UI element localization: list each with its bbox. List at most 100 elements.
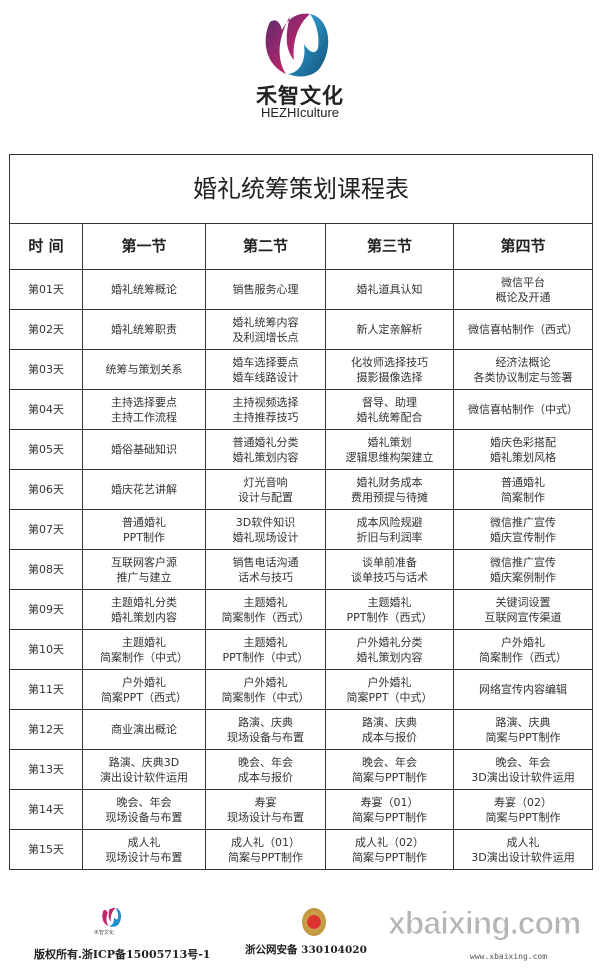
table-row: 第03天 统筹与策划关系 婚车选择要点 婚车线路设计 化妆师选择技巧 摄影摄像选择 经济… [9, 349, 594, 390]
column-header: 第二节 [205, 223, 326, 270]
column-header: 第一节 [82, 223, 206, 270]
copyright-text: 版权所有.浙ICP备15005713号-1 [34, 948, 211, 961]
day-cell: 第07天 [9, 509, 83, 550]
lesson-cell: 普通婚礼分类 婚礼策划内容 [205, 429, 326, 470]
lesson-cell: 微信推广宣传 婚庆宣传制作 [452, 509, 594, 550]
day-cell: 第04天 [9, 389, 83, 430]
lesson-cell: 路演、庆典 简案与PPT制作 [452, 709, 594, 750]
lesson-cell: 主题婚礼 简案制作（西式） [205, 589, 326, 630]
lesson-cell: 成人礼（01） 简案与PPT制作 [205, 829, 326, 870]
lesson-cell: 成人礼 3D演出设计软件运用 [452, 829, 594, 870]
footer: 禾智文化 版权所有.浙ICP备15005713号-1 浙公网安备 3301040… [0, 900, 600, 972]
day-cell: 第08天 [9, 549, 83, 590]
lesson-cell: 婚庆色彩搭配 婚礼策划风格 [452, 429, 594, 470]
hezhi-logo-icon [265, 13, 329, 77]
lesson-cell: 成本风险规避 折旧与利润率 [325, 509, 454, 550]
course-schedule-table: 婚礼统筹策划课程表 时 间第一节 第二节 第三节 第四节 第01天 婚礼统筹概论 销售服务… [8, 154, 594, 870]
lesson-cell: 3D软件知识 婚礼现场设计 [205, 509, 326, 550]
lesson-cell: 路演、庆典3D 演出设计软件运用 [82, 749, 206, 790]
lesson-cell: 统筹与策划关系 [82, 349, 206, 390]
table-row: 第13天 路演、庆典3D 演出设计软件运用 晚会、年会 成本与报价 晚会、年会 简案与… [9, 749, 594, 790]
lesson-cell: 婚礼道具认知 [325, 269, 454, 310]
lesson-cell: 主题婚礼 简案制作（中式） [82, 629, 206, 670]
watermark-url: www.xbaixing.com [470, 952, 548, 961]
table-row: 第07天 普通婚礼 PPT制作 3D软件知识 婚礼现场设计 成本风险规避 折旧与利润率… [9, 509, 594, 550]
lesson-cell: 主题婚礼 PPT制作（中式） [205, 629, 326, 670]
lesson-cell: 婚庆花艺讲解 [82, 469, 206, 510]
lesson-cell: 晚会、年会 成本与报价 [205, 749, 326, 790]
footer-logo-icon [102, 907, 122, 927]
lesson-cell: 婚礼统筹概论 [82, 269, 206, 310]
lesson-cell: 路演、庆典 现场设备与布置 [205, 709, 326, 750]
lesson-cell: 互联网客户源 推广与建立 [82, 549, 206, 590]
lesson-cell: 寿宴（01） 简案与PPT制作 [325, 789, 454, 830]
table-row: 第04天 主持选择要点 主持工作流程 主持视频选择 主持推荐技巧 督导、助理 婚礼统筹… [9, 389, 594, 430]
lesson-cell: 主持视频选择 主持推荐技巧 [205, 389, 326, 430]
lesson-cell: 寿宴（02） 简案与PPT制作 [452, 789, 594, 830]
watermark: xbaixing.com [388, 905, 582, 942]
lesson-cell: 主持选择要点 主持工作流程 [82, 389, 206, 430]
lesson-cell: 成人礼（02） 简案与PPT制作 [325, 829, 454, 870]
lesson-cell: 微信喜帖制作（西式） [452, 309, 594, 350]
header-row: 时 间第一节 第二节 第三节 第四节 [9, 223, 594, 270]
column-header: 第三节 [325, 223, 454, 270]
table-row: 第05天 婚俗基础知识 普通婚礼分类 婚礼策划内容 婚礼策划 逻辑思维构架建立 婚庆色彩… [9, 429, 594, 470]
lesson-cell: 晚会、年会 现场设备与布置 [82, 789, 206, 830]
lesson-cell: 网络宣传内容编辑 [452, 669, 594, 710]
lesson-cell: 微信推广宣传 婚庆案例制作 [452, 549, 594, 590]
lesson-cell: 晚会、年会 简案与PPT制作 [325, 749, 454, 790]
lesson-cell: 商业演出概论 [82, 709, 206, 750]
lesson-cell: 销售服务心理 [205, 269, 326, 310]
lesson-cell: 晚会、年会 3D演出设计软件运用 [452, 749, 594, 790]
lesson-cell: 户外婚礼分类 婚礼策划内容 [325, 629, 454, 670]
lesson-cell: 经济法概论 各类协议制定与签署 [452, 349, 594, 390]
lesson-cell: 微信平台 概论及开通 [452, 269, 594, 310]
table-row: 第06天 婚庆花艺讲解 灯光音响 设计与配置 婚礼财务成本 费用预提与待摊 普通婚礼 简… [9, 469, 594, 510]
lesson-cell: 户外婚礼 简案制作（西式） [452, 629, 594, 670]
lesson-cell: 婚礼统筹职责 [82, 309, 206, 350]
day-cell: 第12天 [9, 709, 83, 750]
lesson-cell: 普通婚礼 PPT制作 [82, 509, 206, 550]
table-row: 第10天 主题婚礼 简案制作（中式） 主题婚礼 PPT制作（中式） 户外婚礼分类 婚礼… [9, 629, 594, 670]
table-row: 第15天 成人礼 现场设计与布置 成人礼（01） 简案与PPT制作 成人礼（02） 简… [9, 829, 594, 870]
brand-name-cn: 禾智文化 [256, 84, 344, 108]
day-cell: 第06天 [9, 469, 83, 510]
table-row: 第02天 婚礼统筹职责 婚礼统筹内容 及利润增长点 新人定亲解析 微信喜帖制作（西式） [9, 309, 594, 350]
lesson-cell: 成人礼 现场设计与布置 [82, 829, 206, 870]
day-cell: 第09天 [9, 589, 83, 630]
day-cell: 第15天 [9, 829, 83, 870]
lesson-cell: 灯光音响 设计与配置 [205, 469, 326, 510]
table-row: 第09天 主题婚礼分类 婚礼策划内容 主题婚礼 简案制作（西式） 主题婚礼 PPT制作… [9, 589, 594, 630]
lesson-cell: 主题婚礼 PPT制作（西式） [325, 589, 454, 630]
column-header: 第四节 [452, 223, 594, 270]
table-row: 第08天 互联网客户源 推广与建立 销售电话沟通 话术与技巧 谈单前准备 谈单技巧与话… [9, 549, 594, 590]
lesson-cell: 路演、庆典 成本与报价 [325, 709, 454, 750]
day-cell: 第11天 [9, 669, 83, 710]
day-cell: 第02天 [9, 309, 83, 350]
lesson-cell: 微信喜帖制作（中式） [452, 389, 594, 430]
lesson-cell: 婚俗基础知识 [82, 429, 206, 470]
lesson-cell: 销售电话沟通 话术与技巧 [205, 549, 326, 590]
day-cell: 第03天 [9, 349, 83, 390]
day-cell: 第05天 [9, 429, 83, 470]
lesson-cell: 婚车选择要点 婚车线路设计 [205, 349, 326, 390]
table-row: 第12天 商业演出概论 路演、庆典 现场设备与布置 路演、庆典 成本与报价 路演、庆典 … [9, 709, 594, 750]
lesson-cell: 婚礼统筹内容 及利润增长点 [205, 309, 326, 350]
lesson-cell: 普通婚礼 简案制作 [452, 469, 594, 510]
lesson-cell: 谈单前准备 谈单技巧与话术 [325, 549, 454, 590]
day-cell: 第10天 [9, 629, 83, 670]
lesson-cell: 化妆师选择技巧 摄影摄像选择 [325, 349, 454, 390]
police-emblem-icon [302, 908, 326, 936]
lesson-cell: 婚礼财务成本 费用预提与待摊 [325, 469, 454, 510]
lesson-cell: 督导、助理 婚礼统筹配合 [325, 389, 454, 430]
lesson-cell: 新人定亲解析 [325, 309, 454, 350]
lesson-cell: 户外婚礼 简案PPT（西式） [82, 669, 206, 710]
lesson-cell: 主题婚礼分类 婚礼策划内容 [82, 589, 206, 630]
table-title: 婚礼统筹策划课程表 [8, 154, 594, 224]
police-record-text: 浙公网安备 330104020 [245, 944, 367, 956]
table-row: 第01天 婚礼统筹概论 销售服务心理 婚礼道具认知 微信平台 概论及开通 [9, 269, 594, 310]
day-cell: 第13天 [9, 749, 83, 790]
table-row: 第11天 户外婚礼 简案PPT（西式） 户外婚礼 简案制作（中式） 户外婚礼 简案PP… [9, 669, 594, 710]
table-row: 第14天 晚会、年会 现场设备与布置 寿宴 现场设计与布置 寿宴（01） 简案与PPT… [9, 789, 594, 830]
